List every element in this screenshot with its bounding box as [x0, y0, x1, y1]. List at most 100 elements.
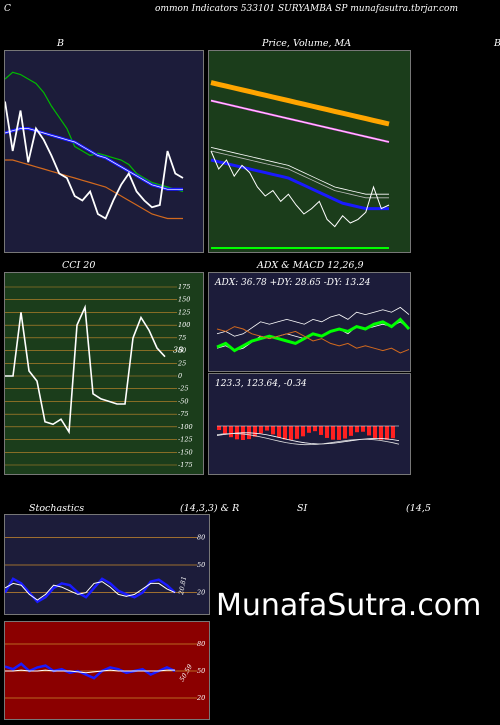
stoch-tick-label: 80 [197, 533, 205, 541]
cci-tick-label: 175 [178, 283, 190, 291]
macd-histogram-bar [271, 426, 275, 435]
stoch-title-mid: (14,3,3) & R [180, 503, 240, 514]
header-title: ommon Indicators 533101 SURYAMBA SP muna… [155, 4, 459, 14]
price-chart [210, 80, 390, 249]
bb-chart [4, 71, 184, 220]
rsi-tick-label: 80 [197, 640, 205, 648]
bb-upper-band [4, 71, 184, 193]
price-ma-200-inner [210, 100, 390, 143]
macd-histogram-bar [385, 426, 389, 440]
rsi-chart: 80 50 20 50.59 [4, 640, 205, 702]
cci-tick-label: 75 [178, 334, 186, 342]
cci-tick-label: 125 [178, 308, 190, 316]
rsi-line [4, 662, 176, 680]
rsi-title-left: SI [297, 503, 308, 514]
cci-tick-label: -25 [178, 385, 188, 393]
stoch-title-left: Stochastics [29, 503, 85, 514]
macd-histogram-bar [373, 426, 377, 439]
macd-histogram-bar [307, 426, 311, 433]
macd-histogram-bar [289, 426, 293, 440]
macd-info: 123.3, 123.64, -0.34 [215, 379, 307, 389]
stoch-k-line [3, 577, 176, 604]
macd-histogram-bar [367, 426, 371, 436]
adx-chart: ADX: 36.78 +DY: 28.65 -DY: 13.24 [214, 278, 411, 354]
bb-panel [4, 50, 204, 253]
price-panel [208, 50, 411, 253]
stoch-tick-label: 50 [197, 561, 205, 569]
price-ma-long-band [210, 80, 390, 127]
cci-tick-label: -125 [178, 436, 193, 444]
price-title: Price, Volume, MA [262, 38, 352, 49]
macd-panel: 123.3, 123.64, -0.34 [208, 373, 411, 475]
stoch-chart: 80 50 20 20.81 [3, 533, 205, 604]
macd-histogram-bar [265, 426, 269, 431]
macd-histogram-bar [379, 426, 383, 440]
cci-tick-label: 0 [178, 372, 182, 380]
cci-tick-label: -100 [178, 423, 193, 431]
price-ma-20 [210, 158, 389, 211]
bb-title: B [57, 38, 64, 49]
macd-histogram-bar [229, 426, 233, 438]
macd-histogram-bar [313, 426, 317, 432]
stoch-tick-label: 20 [196, 589, 205, 597]
macd-histogram-bar [217, 426, 221, 430]
header-letter: C [4, 4, 11, 14]
rsi-tick-label: 50 [197, 667, 205, 675]
macd-histogram-bar [343, 426, 347, 439]
macd-histogram-bar [319, 426, 323, 435]
macd-histogram-bar [331, 426, 335, 440]
bb-lower-band [5, 159, 183, 220]
macd-histogram-bar [325, 426, 329, 438]
cci-panel: 175 150 125 100 75 50 25 0 -25 -50 -75 -100 -125 -150… [4, 272, 204, 475]
cci-tick-label: 100 [178, 321, 190, 329]
watermark: MunafaSutra.com [216, 588, 482, 623]
macd-histogram-bar [355, 426, 359, 433]
stoch-panel: 80 50 20 20.81 [3, 514, 210, 615]
right-edge-letter: B [494, 38, 500, 49]
price-ma-50-b [210, 150, 389, 199]
rsi-last-value-label: 50.59 [178, 663, 194, 683]
macd-histogram-bar [277, 426, 281, 438]
macd-histogram-bar [349, 426, 353, 436]
adx-panel: ADX: 36.78 +DY: 28.65 -DY: 13.24 [208, 272, 411, 372]
rsi-panel: 80 50 20 50.59 [4, 621, 210, 720]
cci-tick-label: 25 [177, 359, 186, 367]
macd-histogram-bar [259, 426, 263, 434]
macd-histogram-bar [301, 426, 305, 437]
bb-middle-band-inner [4, 128, 183, 190]
macd-line [216, 432, 400, 445]
macd-histogram-bar [253, 426, 257, 437]
cci-tick-label: -50 [178, 397, 188, 405]
adx-title: ADX & MACD 12,26,9 [257, 260, 364, 271]
rsi-signal-line [5, 669, 175, 674]
rsi-tick-label: 20 [196, 694, 205, 702]
adx-info: ADX: 36.78 +DY: 28.65 -DY: 13.24 [214, 278, 371, 288]
bb-middle-band [4, 127, 183, 191]
rsi-title-right: (14,5 [406, 503, 431, 514]
adx-plus-di-lower [216, 321, 410, 352]
bb-price-line [4, 101, 184, 220]
cci-title: CCI 20 [62, 260, 96, 271]
macd-histogram-bar [337, 426, 341, 440]
cci-tick-label: -150 [178, 448, 193, 456]
adx-minus-di-line [216, 326, 410, 354]
cci-tick-label: 50 [178, 347, 186, 355]
macd-histogram-bar [223, 426, 227, 434]
cci-chart: 175 150 125 100 75 50 25 0 -25 -50 -75 -100 -125 -150… [5, 283, 193, 469]
cci-tick-label: 150 [178, 296, 190, 304]
adx-plus-di-upper [216, 306, 410, 337]
adx-line [216, 317, 411, 353]
macd-histogram-bar [295, 426, 299, 439]
price-ma-50 [210, 147, 389, 195]
cci-tick-label: -175 [178, 461, 193, 469]
stoch-last-value-label: 20.81 [177, 576, 188, 597]
cci-line [5, 304, 166, 435]
cci-last-value-label: 38 [173, 346, 183, 355]
cci-tick-label: -75 [178, 410, 188, 418]
price-close-line [210, 150, 390, 228]
macd-chart: 123.3, 123.64, -0.34 [215, 379, 400, 446]
stoch-d-line [4, 581, 176, 601]
macd-histogram-bar [361, 426, 365, 432]
macd-histogram-bar [283, 426, 287, 440]
macd-histogram-bar [391, 426, 395, 439]
